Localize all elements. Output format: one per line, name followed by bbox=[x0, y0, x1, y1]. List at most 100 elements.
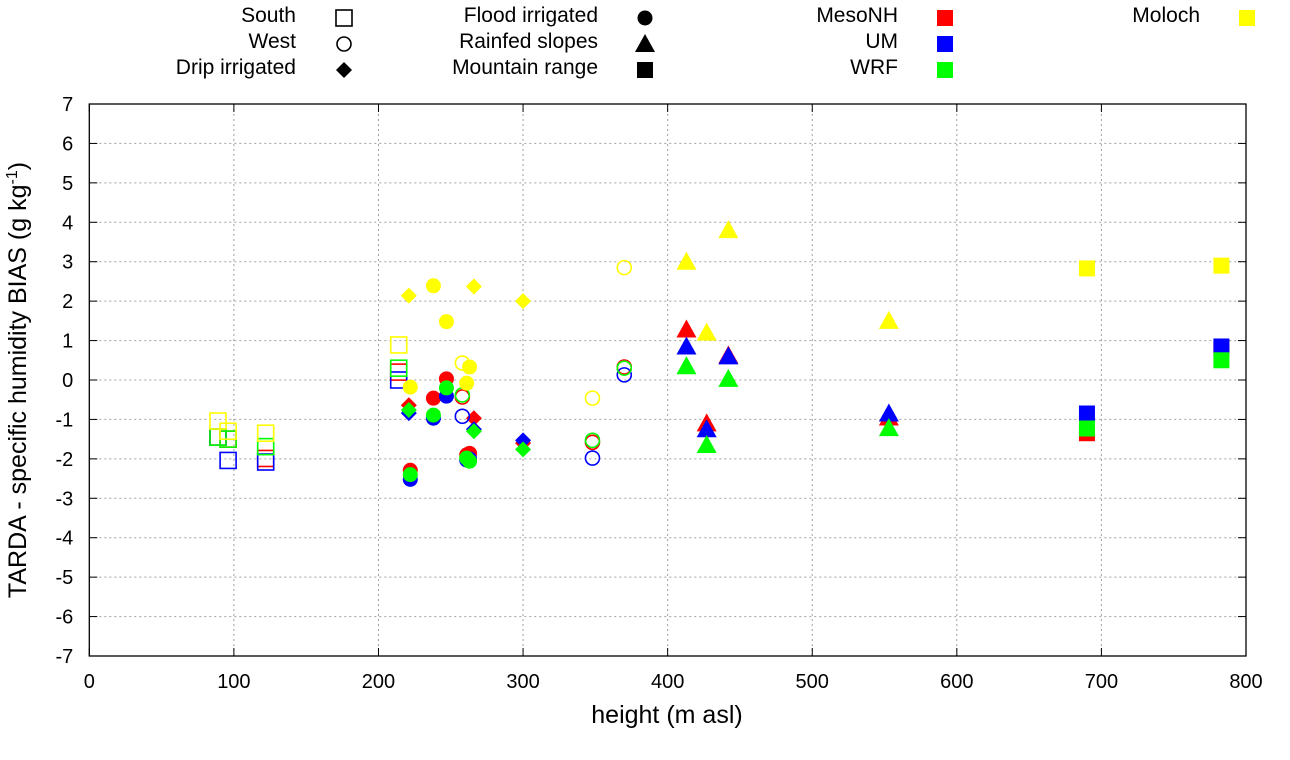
y-tick-label: 7 bbox=[62, 94, 73, 116]
y-tick-label: 6 bbox=[62, 133, 73, 155]
point-moloch-south bbox=[209, 412, 227, 430]
y-tick-label: -1 bbox=[56, 409, 74, 431]
y-axis-label-sup: -1 bbox=[4, 170, 21, 184]
point-mesonh-drip bbox=[465, 410, 482, 427]
point-um-rainfed bbox=[718, 346, 739, 365]
legend-marker-rainfed bbox=[635, 34, 655, 52]
point-wrf-drip bbox=[465, 423, 482, 440]
legend-swatch-moloch bbox=[1239, 10, 1255, 26]
legend-swatch-um bbox=[937, 36, 953, 52]
y-tick-label: -5 bbox=[56, 567, 74, 589]
point-moloch-drip bbox=[400, 287, 417, 304]
y-tick-label: 5 bbox=[62, 173, 73, 195]
legend-marker-flood bbox=[637, 10, 653, 26]
point-moloch-flood bbox=[438, 314, 454, 330]
point-wrf-flood bbox=[402, 467, 418, 483]
point-moloch-drip bbox=[515, 293, 532, 310]
point-moloch-mountain bbox=[1213, 257, 1230, 274]
point-um-south bbox=[256, 453, 275, 471]
point-wrf-flood bbox=[462, 453, 478, 469]
y-tick-label: -7 bbox=[56, 646, 74, 668]
point-um-rainfed bbox=[696, 419, 717, 438]
x-tick-label: 200 bbox=[362, 671, 395, 693]
point-moloch-rainfed bbox=[878, 310, 899, 329]
point-um-west bbox=[584, 450, 601, 466]
point-wrf-drip bbox=[400, 401, 417, 418]
y-tick-label: 0 bbox=[62, 370, 73, 392]
legend-marker-drip bbox=[336, 62, 352, 78]
grid bbox=[89, 104, 1246, 656]
legend-label-rainfed: Rainfed slopes bbox=[459, 30, 598, 53]
legend-label-mountain: Mountain range bbox=[452, 56, 598, 79]
point-moloch-rainfed bbox=[696, 322, 717, 341]
legend-marker-south bbox=[335, 9, 353, 27]
legend-label-west: West bbox=[249, 30, 297, 53]
x-tick-label: 700 bbox=[1085, 671, 1118, 693]
legend-swatch-wrf bbox=[937, 62, 953, 78]
legend-label-wrf: WRF bbox=[850, 56, 898, 79]
point-um-drip bbox=[515, 432, 532, 449]
y-axis-label: TARDA - specific humidity BIAS (g kg-1) bbox=[4, 162, 32, 598]
point-moloch-rainfed bbox=[718, 220, 739, 239]
point-moloch-flood bbox=[425, 278, 441, 294]
point-moloch-south bbox=[219, 422, 237, 441]
point-moloch-rainfed bbox=[676, 251, 697, 270]
point-moloch-south bbox=[389, 336, 408, 354]
point-mesonh-west bbox=[616, 359, 633, 375]
x-tick-label: 600 bbox=[940, 671, 973, 693]
x-tick-label: 100 bbox=[217, 671, 250, 693]
x-tick-label: 300 bbox=[506, 671, 539, 693]
x-tick-label: 0 bbox=[84, 671, 95, 693]
point-um-mountain bbox=[1213, 338, 1230, 355]
legend-swatch-mesonh bbox=[937, 10, 953, 26]
y-tick-label: -2 bbox=[56, 449, 74, 471]
x-tick-label: 800 bbox=[1229, 671, 1262, 693]
point-wrf-mountain bbox=[1078, 420, 1095, 437]
y-tick-label: 4 bbox=[62, 212, 73, 234]
legend-label-moloch: Moloch bbox=[1132, 4, 1200, 27]
point-um-south bbox=[389, 371, 408, 389]
x-tick-label: 400 bbox=[651, 671, 684, 693]
point-um-rainfed bbox=[676, 336, 697, 355]
data-points bbox=[209, 220, 1230, 487]
legend-label-south: South bbox=[241, 4, 296, 27]
y-tick-label: -4 bbox=[56, 528, 74, 550]
point-moloch-flood bbox=[402, 379, 418, 395]
point-wrf-rainfed bbox=[676, 356, 697, 375]
legend-marker-mountain bbox=[637, 62, 653, 78]
x-tick-label: 500 bbox=[796, 671, 829, 693]
point-moloch-west bbox=[584, 390, 601, 406]
point-moloch-west bbox=[616, 259, 633, 276]
point-wrf-rainfed bbox=[718, 368, 739, 387]
point-um-west bbox=[616, 367, 633, 383]
y-tick-label: 1 bbox=[62, 331, 73, 353]
y-axis-label-end: ) bbox=[4, 162, 32, 170]
point-um-west bbox=[454, 408, 471, 425]
y-axis-label-main: TARDA - specific humidity BIAS (g kg bbox=[4, 185, 32, 599]
y-tick-label: 3 bbox=[62, 252, 73, 274]
point-wrf-mountain bbox=[1213, 352, 1230, 369]
point-um-mountain bbox=[1078, 405, 1095, 422]
point-wrf-south bbox=[256, 437, 275, 456]
legend-marker-west bbox=[336, 36, 352, 52]
legend: South West Drip irrigated Flood irrigated Ra… bbox=[176, 4, 1255, 79]
point-moloch-flood bbox=[459, 375, 475, 391]
point-wrf-south bbox=[389, 359, 408, 377]
y-tick-label: -6 bbox=[56, 607, 74, 629]
point-mesonh-flood bbox=[425, 390, 441, 406]
point-wrf-west bbox=[616, 360, 633, 376]
point-moloch-south bbox=[256, 424, 275, 443]
ticks: 0 100 200 300 400 500 600 700 800 7 6 5 4 3 2 1 0 -1 -2 -3 -… bbox=[56, 94, 1263, 693]
y-tick-label: 2 bbox=[62, 291, 73, 313]
x-axis-label: height (m asl) bbox=[591, 701, 742, 729]
legend-label-um: UM bbox=[865, 30, 898, 53]
point-wrf-flood bbox=[438, 380, 454, 396]
point-um-south bbox=[219, 451, 237, 470]
legend-label-mesonh: MesoNH bbox=[816, 4, 898, 27]
point-wrf-rainfed bbox=[878, 418, 899, 437]
point-um-rainfed bbox=[878, 403, 899, 422]
point-moloch-flood bbox=[462, 359, 478, 375]
point-mesonh-rainfed bbox=[676, 319, 697, 338]
point-wrf-flood bbox=[425, 407, 441, 423]
